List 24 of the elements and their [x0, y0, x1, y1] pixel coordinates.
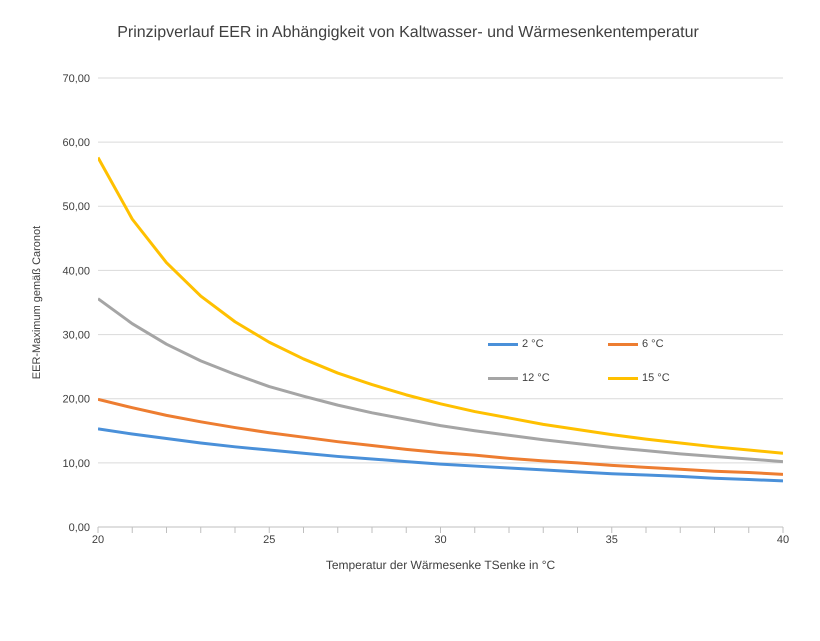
y-tick-label: 40,00	[62, 265, 90, 278]
line-series	[98, 156, 783, 455]
y-tick-label: 10,00	[62, 458, 90, 470]
legend-label: 6 °C	[641, 338, 665, 350]
y-tick-label: 60,00	[62, 137, 90, 150]
legend-label: 15 °C	[641, 372, 671, 384]
line-series	[98, 427, 783, 482]
line-series	[98, 398, 783, 476]
legend-label: 12 °C	[521, 372, 551, 384]
x-tick-label: 40	[776, 534, 790, 546]
y-tick-label: 30,00	[62, 329, 90, 342]
y-tick-label: 50,00	[62, 201, 90, 214]
chart-title: Prinzipverlauf EER in Abhängigkeit von Kaltwasser- und Wärmesenkentemperatur	[116, 23, 700, 43]
x-tick-label: 25	[263, 534, 276, 546]
y-tick-label: 20,00	[62, 394, 90, 406]
line-series	[98, 297, 783, 464]
x-tick-label: 20	[92, 534, 104, 546]
x-tick-label: 35	[606, 534, 618, 546]
y-tick-label: 70,00	[62, 72, 90, 85]
x-axis-title: Temperatur der Wärmesenke TSenke in °C	[326, 558, 556, 572]
y-tick-label: 0,00	[68, 522, 90, 534]
x-tick-label: 30	[434, 534, 447, 546]
legend-label: 2 °C	[521, 338, 545, 350]
y-axis-title: EER-Maximum gemäß Caronot	[30, 226, 43, 380]
